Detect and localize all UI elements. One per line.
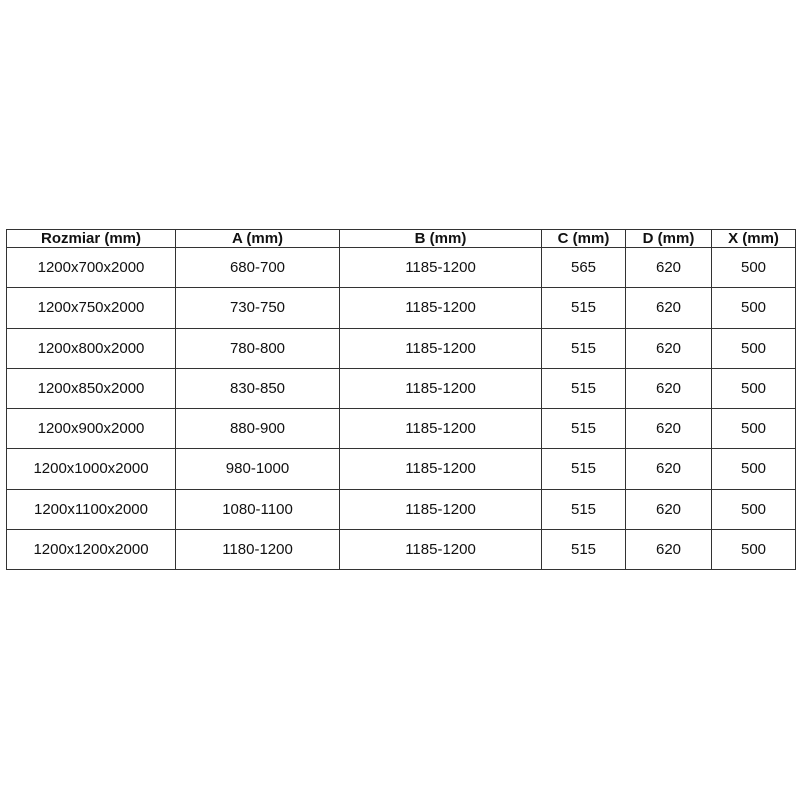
table-cell: 880-900 <box>175 407 340 450</box>
table-cell: 500 <box>711 287 796 329</box>
table-cell: 1200x1000x2000 <box>6 448 176 490</box>
table-cell: 1185-1200 <box>339 367 542 410</box>
column-header: A (mm) <box>175 229 340 248</box>
column-header: C (mm) <box>541 229 626 248</box>
table-cell: 620 <box>625 367 712 410</box>
table-cell: 515 <box>541 407 626 450</box>
table-row: 1200x850x2000 830-850 1185-1200 515 620 500 <box>6 367 796 410</box>
table-cell: 515 <box>541 287 626 329</box>
table-cell: 515 <box>541 488 626 530</box>
table-cell: 1200x1200x2000 <box>6 528 176 571</box>
table-cell: 500 <box>711 528 796 571</box>
table-cell: 500 <box>711 327 796 369</box>
table-cell: 500 <box>711 407 796 450</box>
column-header: Rozmiar (mm) <box>6 229 176 248</box>
table-cell: 1185-1200 <box>339 287 542 329</box>
table-cell: 1200x900x2000 <box>6 407 176 450</box>
table-cell: 1185-1200 <box>339 448 542 490</box>
table-cell: 1200x1100x2000 <box>6 488 176 530</box>
table-cell: 620 <box>625 246 712 289</box>
table-row: 1200x1200x2000 1180-1200 1185-1200 515 620 50… <box>6 528 796 571</box>
table-cell: 1180-1200 <box>175 528 340 571</box>
table-cell: 620 <box>625 488 712 530</box>
table-cell: 500 <box>711 367 796 410</box>
table-cell: 1185-1200 <box>339 327 542 369</box>
table-cell: 500 <box>711 448 796 490</box>
table-cell: 1200x800x2000 <box>6 327 176 369</box>
table-cell: 1080-1100 <box>175 488 340 530</box>
column-header: D (mm) <box>625 229 712 248</box>
table-cell: 515 <box>541 367 626 410</box>
table-cell: 1185-1200 <box>339 407 542 450</box>
table-cell: 730-750 <box>175 287 340 329</box>
table-cell: 515 <box>541 327 626 369</box>
table-row: 1200x900x2000 880-900 1185-1200 515 620 500 <box>6 407 796 450</box>
table-cell: 830-850 <box>175 367 340 410</box>
column-header: X (mm) <box>711 229 796 248</box>
table-cell: 780-800 <box>175 327 340 369</box>
dimensions-table: Rozmiar (mm) A (mm) B (mm) C (mm) D (mm) X (m… <box>6 229 796 571</box>
table-cell: 620 <box>625 528 712 571</box>
table-cell: 515 <box>541 448 626 490</box>
table-cell: 1185-1200 <box>339 528 542 571</box>
table-cell: 620 <box>625 327 712 369</box>
table-row: 1200x800x2000 780-800 1185-1200 515 620 500 <box>6 327 796 369</box>
table-cell: 980-1000 <box>175 448 340 490</box>
table-cell: 620 <box>625 287 712 329</box>
table-cell: 500 <box>711 488 796 530</box>
table-cell: 1200x700x2000 <box>6 246 176 289</box>
table-cell: 680-700 <box>175 246 340 289</box>
table-cell: 620 <box>625 448 712 490</box>
table-cell: 1200x850x2000 <box>6 367 176 410</box>
header-row: Rozmiar (mm) A (mm) B (mm) C (mm) D (mm) X (m… <box>6 229 796 248</box>
table-row: 1200x1100x2000 1080-1100 1185-1200 515 620 50… <box>6 488 796 530</box>
table-cell: 620 <box>625 407 712 450</box>
table-row: 1200x1000x2000 980-1000 1185-1200 515 620 500 <box>6 448 796 490</box>
table-cell: 500 <box>711 246 796 289</box>
table-cell: 1185-1200 <box>339 246 542 289</box>
table-cell: 1200x750x2000 <box>6 287 176 329</box>
table-cell: 565 <box>541 246 626 289</box>
table-row: 1200x750x2000 730-750 1185-1200 515 620 500 <box>6 287 796 329</box>
table-cell: 515 <box>541 528 626 571</box>
column-header: B (mm) <box>339 229 542 248</box>
table-row: 1200x700x2000 680-700 1185-1200 565 620 500 <box>6 246 796 289</box>
table-cell: 1185-1200 <box>339 488 542 530</box>
